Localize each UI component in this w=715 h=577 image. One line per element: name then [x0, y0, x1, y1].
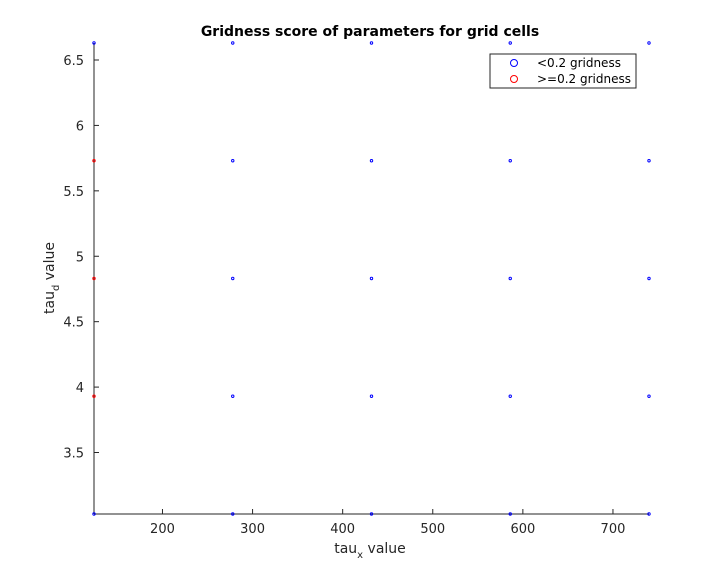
chart-title: Gridness score of parameters for grid ce…	[201, 24, 539, 40]
data-points	[92, 41, 651, 516]
legend-label-high-gridness: >=0.2 gridness	[537, 72, 631, 86]
data-point-high-gridness	[92, 159, 96, 163]
data-point-low-gridness	[231, 512, 235, 516]
plot-area	[94, 43, 649, 514]
legend-marker-low-gridness	[510, 59, 518, 67]
ticks: 200 300 400 500 600 700 3.5 4 4.5 5 5.5 6 6.5	[63, 54, 625, 537]
y-tick-label: 4.5	[63, 316, 84, 331]
data-point-low-gridness	[369, 159, 374, 163]
data-point-low-gridness	[231, 159, 235, 163]
data-point-low-gridness	[508, 394, 512, 398]
data-point-low-gridness	[369, 276, 374, 281]
data-point-low-gridness	[647, 394, 651, 398]
data-point-low-gridness	[92, 512, 96, 516]
data-point-low-gridness	[647, 276, 651, 281]
data-point-low-gridness	[508, 276, 512, 281]
data-point-low-gridness	[647, 41, 651, 45]
data-point-low-gridness	[369, 41, 374, 45]
y-tick-label: 4	[76, 381, 84, 396]
x-tick-label: 200	[150, 522, 175, 537]
data-point-low-gridness	[231, 394, 235, 398]
x-tick-label: 700	[601, 522, 626, 537]
x-tick-label: 300	[240, 522, 265, 537]
y-tick-label: 6.5	[63, 54, 84, 69]
y-tick-label: 5	[76, 250, 84, 265]
y-tick-label: 6	[76, 119, 84, 134]
data-point-low-gridness	[231, 276, 235, 281]
data-point-low-gridness	[369, 394, 374, 398]
data-point-low-gridness	[369, 512, 374, 516]
data-point-high-gridness	[92, 394, 96, 398]
y-axis-label: taud value	[42, 242, 62, 314]
axes	[93, 43, 649, 515]
x-axis-label: taux value	[334, 541, 406, 561]
legend-label-low-gridness: <0.2 gridness	[537, 56, 621, 70]
data-point-low-gridness	[508, 41, 512, 45]
x-tick-label: 500	[420, 522, 445, 537]
y-tick-label: 5.5	[63, 185, 84, 200]
y-tick-label: 3.5	[63, 447, 84, 462]
data-point-low-gridness	[647, 512, 651, 516]
data-point-low-gridness	[92, 41, 96, 45]
legend: <0.2 gridness >=0.2 gridness	[489, 53, 637, 89]
legend-marker-high-gridness	[510, 75, 518, 83]
data-point-high-gridness	[92, 276, 96, 281]
data-point-low-gridness	[647, 159, 651, 163]
data-point-low-gridness	[231, 41, 235, 45]
x-tick-label: 400	[330, 522, 355, 537]
data-point-low-gridness	[508, 512, 512, 516]
x-tick-label: 600	[510, 522, 535, 537]
data-point-low-gridness	[508, 159, 512, 163]
